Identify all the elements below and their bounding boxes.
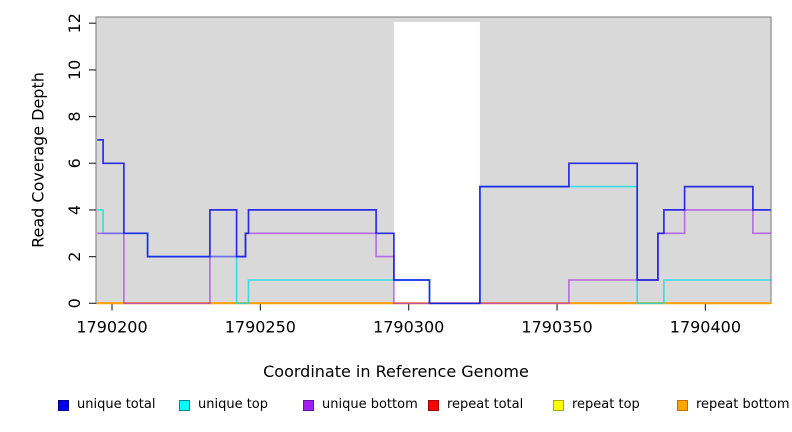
legend-item-unique-top: unique top (179, 398, 268, 412)
legend-label: repeat total (447, 397, 524, 412)
y-tick-label: 12 (65, 13, 84, 33)
legend-swatch-unique-top (179, 399, 190, 411)
y-tick-label: 0 (65, 298, 84, 308)
x-tick-label: 1790400 (670, 318, 741, 337)
coverage-plot-svg: 1790200 1790250 1790300 1790350 1790400 0 2 4 6 8… (65, 13, 772, 337)
x-tick-label: 1790200 (76, 318, 147, 337)
legend-swatch-repeat-bottom (677, 399, 688, 411)
legend-label: repeat bottom (696, 397, 790, 412)
series-unique-total (97, 139, 771, 305)
legend-label: unique total (77, 397, 156, 412)
legend-label: unique top (198, 397, 269, 412)
x-axis-title: Coordinate in Reference Genome (263, 362, 529, 381)
x-tick-label: 1790250 (225, 318, 296, 337)
legend-item-unique-total: unique total (58, 398, 155, 412)
x-tick-label: 1790300 (373, 318, 444, 337)
legend-item-unique-bottom: unique bottom (303, 398, 418, 412)
legend-swatch-unique-bottom (303, 399, 314, 411)
y-tick-label: 8 (65, 111, 84, 121)
legend-label: unique bottom (322, 397, 418, 412)
y-tick-label: 4 (65, 205, 84, 215)
y-tick-label: 6 (65, 158, 84, 168)
legend-label: repeat top (572, 397, 640, 412)
legend-item-repeat-top: repeat top (553, 398, 640, 412)
legend-swatch-repeat-top (553, 399, 564, 411)
legend-item-repeat-total: repeat total (428, 398, 523, 412)
y-tick-label: 2 (65, 252, 84, 262)
y-axis-title: Read Coverage Depth (28, 72, 48, 248)
y-tick-label: 10 (65, 60, 84, 80)
gap-region (393, 22, 480, 303)
legend-swatch-repeat-total (428, 399, 439, 411)
x-tick-label: 1790350 (521, 318, 592, 337)
legend-item-repeat-bottom: repeat bottom (677, 398, 790, 412)
legend-swatch-unique-total (58, 399, 69, 411)
